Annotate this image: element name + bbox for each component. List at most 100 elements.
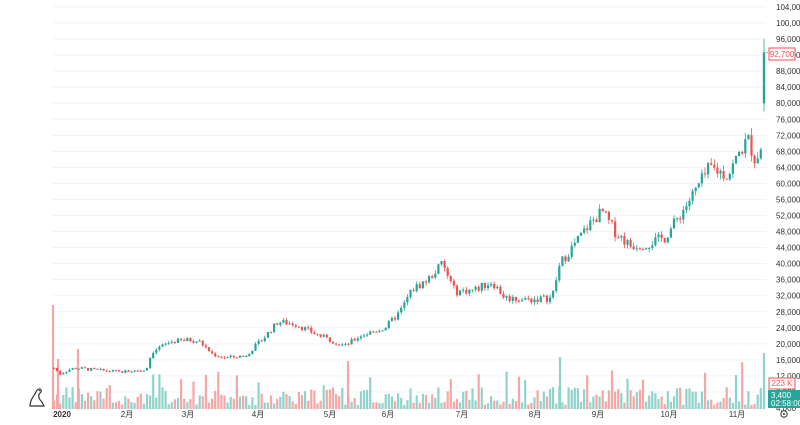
candle-body: [74, 368, 77, 370]
volume-bar: [762, 353, 766, 409]
volume-bar: [629, 390, 632, 409]
time-axis-label: 5月: [324, 410, 336, 419]
volume-bar: [505, 371, 508, 409]
volume-bar: [455, 398, 459, 409]
candle-body: [99, 368, 102, 370]
volume-bar: [440, 402, 443, 409]
volume-bar: [335, 394, 338, 409]
volume-bar: [384, 394, 387, 409]
volume-bar: [331, 387, 335, 409]
price-axis-label: 20,000: [776, 340, 800, 349]
volume-bar: [245, 396, 248, 409]
candle-body: [747, 135, 750, 140]
candle-body: [552, 290, 555, 298]
candle-body: [226, 357, 229, 359]
volume-bar: [738, 401, 741, 409]
volume-tag: 223 K: [768, 377, 796, 390]
volume-bar: [459, 402, 462, 409]
candle-body: [477, 286, 480, 291]
volume-bar: [719, 401, 722, 409]
candle-body: [152, 352, 155, 359]
volume-bar: [607, 390, 610, 409]
volume-bar: [415, 395, 418, 409]
volume-bar: [452, 401, 455, 409]
candle-body: [338, 344, 341, 346]
volume-bar: [74, 402, 77, 409]
candle-body: [564, 256, 567, 262]
volume-bar: [480, 387, 483, 409]
volume-bar: [167, 404, 170, 409]
volume-bar: [595, 394, 598, 409]
candle-body: [393, 317, 397, 320]
candle-body: [570, 245, 573, 257]
settings-gear-icon[interactable]: [780, 410, 788, 418]
volume-bar: [750, 404, 753, 409]
candle-body: [87, 367, 90, 371]
candle-body: [617, 237, 620, 239]
volume-bar: [641, 379, 645, 409]
candle-body: [493, 283, 496, 289]
candle-body: [688, 200, 691, 207]
volume-bar: [496, 400, 499, 409]
price-axis-label: 104,000: [776, 3, 800, 12]
candle-body: [579, 232, 583, 236]
volume-bar: [269, 395, 273, 409]
price-axis-label: 100,000: [776, 19, 800, 28]
candle-body: [443, 261, 446, 268]
volume-bar: [346, 361, 350, 409]
volume-bar: [521, 402, 524, 409]
candle-body: [331, 341, 335, 344]
volume-bar: [703, 372, 707, 409]
candle-body: [710, 163, 713, 165]
candle-body: [573, 242, 576, 246]
candle-body: [118, 370, 121, 372]
price-axis[interactable]: 104,000100,00096,00092,00088,00084,00080…: [776, 3, 800, 413]
candle-body: [133, 370, 136, 372]
candle-body: [223, 357, 226, 359]
candle-body: [490, 283, 493, 286]
volume-bar: [443, 401, 446, 409]
candle-body: [548, 297, 552, 302]
candle-body: [59, 370, 62, 375]
candle-body: [455, 285, 459, 296]
candle-body: [390, 317, 393, 322]
candle-body: [356, 338, 359, 341]
time-axis[interactable]: 2020 2月 3月 4月 5月 6月 7月 8月 9月 10月 11月: [53, 410, 745, 419]
candle-body: [536, 299, 539, 303]
volume-bar: [111, 402, 114, 409]
candle-body: [635, 248, 638, 250]
volume-bar: [397, 393, 400, 409]
volume-bar: [428, 402, 431, 409]
candle-body: [387, 321, 390, 329]
candle-body: [238, 355, 242, 358]
candle-body: [648, 247, 651, 249]
volume-bar: [564, 404, 567, 409]
candle-body: [700, 173, 703, 184]
volume-bar: [669, 401, 672, 409]
volume-bar: [651, 391, 654, 409]
candle-body: [195, 341, 198, 343]
candle-body: [344, 343, 347, 345]
candle-body: [276, 323, 279, 325]
volume-bar: [114, 402, 118, 409]
volume-bar: [539, 400, 542, 409]
volume-bar: [102, 398, 105, 409]
candle-body: [307, 327, 310, 329]
candle-body: [483, 282, 486, 289]
candle-body: [297, 326, 300, 328]
candle-body: [325, 334, 328, 338]
candle-body: [592, 219, 595, 221]
candles: [52, 39, 769, 376]
volume-bar: [589, 402, 592, 409]
candle-body: [629, 240, 632, 247]
candle-body: [595, 219, 598, 223]
candle-body: [217, 356, 220, 358]
candle-body: [186, 338, 189, 341]
candle-body: [300, 327, 304, 331]
volume-bar: [207, 402, 211, 409]
volume-bar: [741, 362, 744, 409]
volume-bar: [263, 402, 266, 409]
volume-bar: [514, 400, 517, 409]
